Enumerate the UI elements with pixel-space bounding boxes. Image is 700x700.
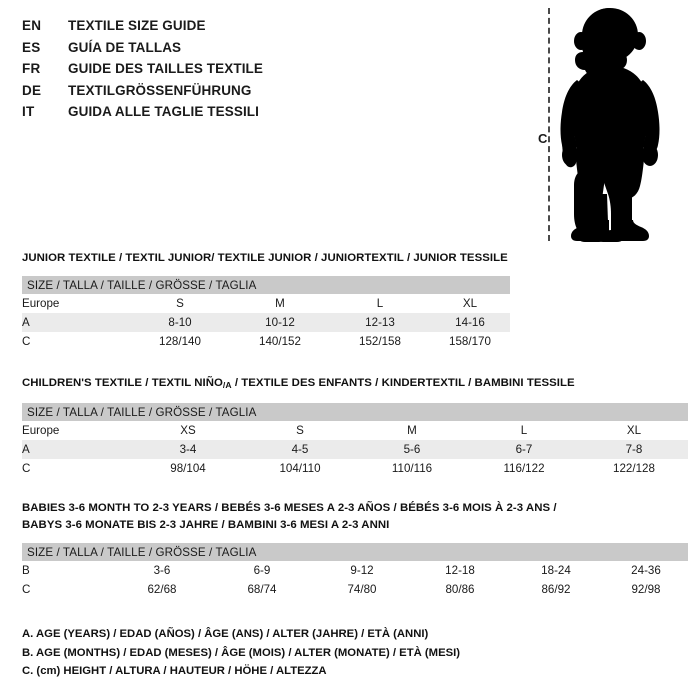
table-cell: 116/122 (468, 459, 580, 478)
size-header: S (244, 421, 356, 440)
table-cell: 14-16 (430, 313, 510, 332)
babies-size-table: SIZE / TALLA / TAILLE / GRÖSSE / TAGLIA … (22, 543, 688, 599)
language-title: GUÍA DE TALLAS (68, 39, 182, 55)
size-header: L (330, 294, 430, 313)
band-label: SIZE / TALLA / TAILLE / GRÖSSE / TAGLIA (22, 403, 688, 421)
row-label: C (22, 580, 112, 599)
table-cell: 122/128 (580, 459, 688, 478)
table-cell: 18-24 (508, 561, 604, 580)
table-cell: 152/158 (330, 332, 430, 351)
table-cell: 128/140 (130, 332, 230, 351)
language-row: ES GUÍA DE TALLAS (22, 40, 492, 62)
section-title-children: CHILDREN'S TEXTILE / TEXTIL NIÑO/A / TEX… (22, 375, 688, 394)
size-header: XL (580, 421, 688, 440)
height-dashed-line (548, 8, 550, 241)
row-label: C (22, 332, 130, 351)
language-title-block: EN TEXTILE SIZE GUIDE ES GUÍA DE TALLAS … (22, 18, 492, 126)
header-label: Europe (22, 294, 130, 313)
section-title-babies-line1: BABIES 3-6 MONTH TO 2-3 YEARS / BEBÉS 3-… (22, 502, 557, 514)
language-code: ES (22, 39, 41, 55)
language-row: FR GUIDE DES TAILLES TEXTILE (22, 61, 492, 83)
table-row: C 98/104 104/110 110/116 116/122 122/128 (22, 459, 688, 478)
height-measure-label: C (538, 131, 548, 146)
section-children-textile: CHILDREN'S TEXTILE / TEXTIL NIÑO/A / TEX… (22, 375, 688, 478)
table-cell: 4-5 (244, 440, 356, 459)
legend-line-a: A. AGE (YEARS) / EDAD (AÑOS) / ÂGE (ANS)… (22, 628, 429, 640)
table-cell: 74/80 (312, 580, 412, 599)
header-label: Europe (22, 421, 132, 440)
table-cell: 10-12 (230, 313, 330, 332)
section-title-babies-line2: BABYS 3-6 MONATE BIS 2-3 JAHRE / BAMBINI… (22, 519, 390, 531)
section-babies-textile: BABIES 3-6 MONTH TO 2-3 YEARS / BEBÉS 3-… (22, 500, 688, 599)
language-row: IT GUIDA ALLE TAGLIE TESSILI (22, 104, 492, 126)
table-cell: 80/86 (412, 580, 508, 599)
table-band-row: SIZE / TALLA / TAILLE / GRÖSSE / TAGLIA (22, 543, 688, 561)
junior-size-table: SIZE / TALLA / TAILLE / GRÖSSE / TAGLIA … (22, 276, 510, 351)
table-cell: 68/74 (212, 580, 312, 599)
section-title-children-after: / TEXTILE DES ENFANTS / KINDERTEXTIL / B… (231, 377, 575, 389)
table-cell: 92/98 (604, 580, 688, 599)
table-cell: 6-7 (468, 440, 580, 459)
section-junior-textile: JUNIOR TEXTILE / TEXTIL JUNIOR/ TEXTILE … (22, 250, 510, 351)
table-row: A 3-4 4-5 5-6 6-7 7-8 (22, 440, 688, 459)
table-cell: 110/116 (356, 459, 468, 478)
table-cell: 12-13 (330, 313, 430, 332)
table-cell: 86/92 (508, 580, 604, 599)
legend-line-b: B. AGE (MONTHS) / EDAD (MESES) / ÂGE (MO… (22, 646, 461, 659)
section-title-junior: JUNIOR TEXTILE / TEXTIL JUNIOR/ TEXTILE … (22, 252, 508, 264)
row-label: B (22, 561, 112, 580)
band-label: SIZE / TALLA / TAILLE / GRÖSSE / TAGLIA (22, 543, 688, 561)
children-size-table: SIZE / TALLA / TAILLE / GRÖSSE / TAGLIA … (22, 403, 688, 478)
language-code: FR (22, 61, 41, 76)
table-header-row: Europe S M L XL (22, 294, 510, 313)
table-row: C 62/68 68/74 74/80 80/86 86/92 92/98 (22, 580, 688, 599)
language-title: GUIDA ALLE TAGLIE TESSILI (68, 104, 259, 119)
language-row: DE TEXTILGRÖSSENFÜHRUNG (22, 83, 492, 105)
language-title: GUIDE DES TAILLES TEXTILE (68, 61, 264, 76)
table-band-row: SIZE / TALLA / TAILLE / GRÖSSE / TAGLIA (22, 276, 510, 294)
table-cell: 9-12 (312, 561, 412, 580)
language-row: EN TEXTILE SIZE GUIDE (22, 18, 492, 40)
table-cell: 3-4 (132, 440, 244, 459)
size-header: M (356, 421, 468, 440)
table-cell: 104/110 (244, 459, 356, 478)
child-silhouette-icon (560, 8, 660, 242)
table-cell: 5-6 (356, 440, 468, 459)
table-cell: 62/68 (112, 580, 212, 599)
table-cell: 3-6 (112, 561, 212, 580)
row-label: C (22, 459, 132, 478)
table-cell: 6-9 (212, 561, 312, 580)
size-header: S (130, 294, 230, 313)
table-cell: 12-18 (412, 561, 508, 580)
language-code: EN (22, 18, 42, 33)
section-title-children-sub: /A (222, 380, 232, 390)
table-cell: 158/170 (430, 332, 510, 351)
height-figure-block: C (510, 0, 700, 250)
size-header: XS (132, 421, 244, 440)
row-label: A (22, 440, 132, 459)
table-cell: 98/104 (132, 459, 244, 478)
language-code: IT (22, 104, 35, 119)
table-cell: 140/152 (230, 332, 330, 351)
language-title: TEXTILGRÖSSENFÜHRUNG (68, 82, 252, 98)
band-label: SIZE / TALLA / TAILLE / GRÖSSE / TAGLIA (22, 276, 510, 294)
measurement-legend: A. AGE (YEARS) / EDAD (AÑOS) / ÂGE (ANS)… (22, 625, 460, 681)
row-label: A (22, 313, 130, 332)
table-cell: 24-36 (604, 561, 688, 580)
size-header: M (230, 294, 330, 313)
table-row: A 8-10 10-12 12-13 14-16 (22, 313, 510, 332)
size-header: L (468, 421, 580, 440)
table-band-row: SIZE / TALLA / TAILLE / GRÖSSE / TAGLIA (22, 403, 688, 421)
language-title: TEXTILE SIZE GUIDE (68, 18, 206, 33)
table-cell: 7-8 (580, 440, 688, 459)
table-header-row: Europe XS S M L XL (22, 421, 688, 440)
table-cell: 8-10 (130, 313, 230, 332)
legend-line-c: C. (cm) HEIGHT / ALTURA / HAUTEUR / HÖHE… (22, 665, 327, 677)
table-row: B 3-6 6-9 9-12 12-18 18-24 24-36 (22, 561, 688, 580)
table-row: C 128/140 140/152 152/158 158/170 (22, 332, 510, 351)
size-header: XL (430, 294, 510, 313)
section-title-children-before: CHILDREN'S TEXTILE / TEXTIL NIÑO (22, 377, 223, 389)
language-code: DE (22, 82, 42, 98)
